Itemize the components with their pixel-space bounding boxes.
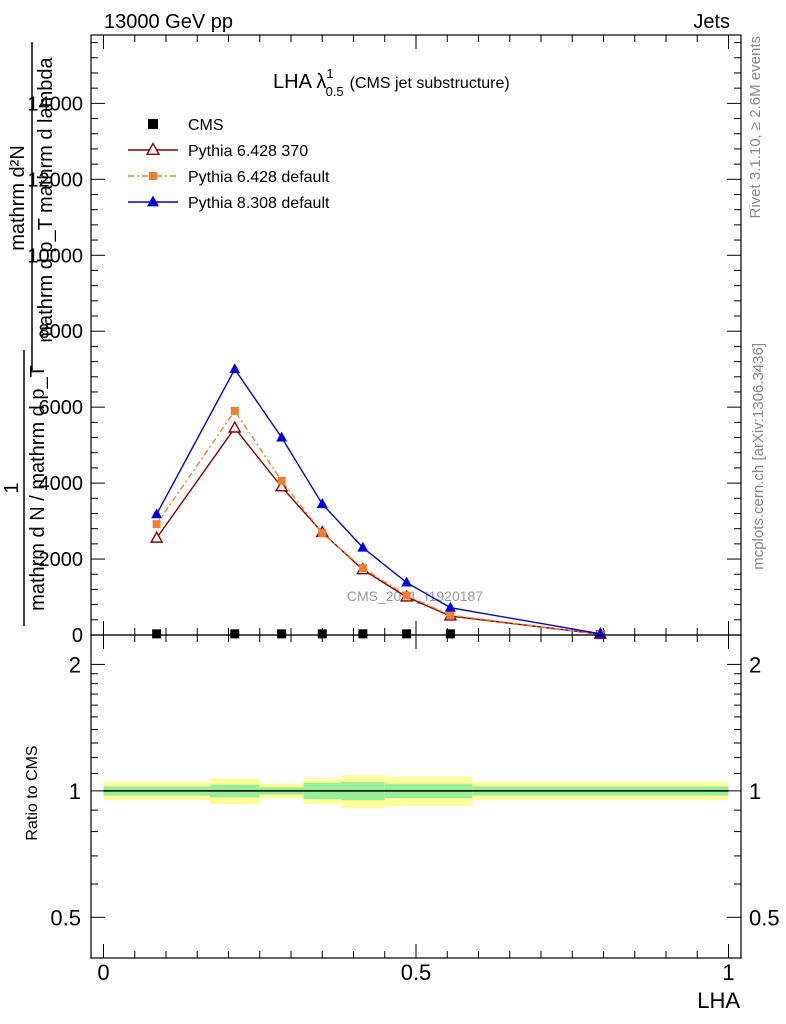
point-pythia-6-428-default (402, 591, 411, 600)
ratio-y-axis: 0.5 0.5 1 1 2 2 (50, 652, 779, 930)
legend-marker-pythia-8-308-default (147, 195, 159, 207)
point-pythia-6-428-default (446, 611, 455, 620)
ratio-plot-panel: 0.5 0.51 12 2 0 0.5 1 Ratio to CMS LHA (24, 634, 780, 1013)
legend-marker-pythia-6-428-370 (145, 142, 161, 156)
point-cms (358, 629, 368, 639)
point-pythia-8-308-default (229, 363, 241, 374)
point-pythia-8-308-default (444, 601, 456, 612)
series-line-pythia-8-308-default (156, 367, 601, 635)
y-tick-label: 6000 (39, 397, 84, 419)
legend: CMS Pythia 6.428 370 Pythia 6.428 default P… (128, 117, 330, 212)
jets-label: Jets (693, 11, 730, 33)
legend-label-pythia-8-308-default: Pythia 8.308 default (188, 195, 330, 212)
ratio-y-tick-label: 2 (69, 652, 81, 677)
y-label-denominator: mathrm d p_T mathrm d lambda (35, 56, 57, 342)
point-pythia-8-308-default (357, 541, 369, 552)
main-y-axis: 0 2000 4000 6000 8000 10000 12000 14000 (27, 42, 741, 647)
y-tick-label: 10000 (27, 245, 83, 267)
y-tick-label: 0 (72, 625, 83, 647)
y-label-numerator: mathrm d²N (7, 145, 29, 251)
point-cms (152, 629, 162, 639)
ratio-y-label: Ratio to CMS (24, 745, 41, 840)
plot-title: LHA λ1 0.5 (CMS jet substructure) (273, 66, 510, 99)
y-tick-label: 14000 (27, 93, 83, 115)
main-y-axis-label: mathrm d²N mathrm d p_T mathrm d lambda … (1, 42, 57, 626)
point-cms (230, 629, 240, 639)
mcplots-label: mcplots.cern.ch [arXiv:1306.3436] (750, 343, 767, 570)
y-tick-label: 12000 (27, 169, 83, 191)
plot-title-sup: 1 (326, 66, 333, 81)
point-pythia-6-428-370 (228, 420, 242, 433)
y-tick-label: 8000 (39, 321, 84, 343)
main-series-group (149, 363, 608, 640)
legend-marker-pythia-6-428-default (149, 172, 157, 180)
point-pythia-8-308-default (316, 498, 328, 508)
ratio-y-tick-label-right: 0.5 (749, 905, 780, 930)
point-cms (277, 629, 287, 639)
point-pythia-6-428-370 (149, 530, 164, 543)
series-line-pythia-6-428-370 (156, 426, 601, 635)
ratio-y-tick-label-right: 1 (749, 779, 761, 804)
y-tick-label: 2000 (39, 549, 84, 571)
point-pythia-6-428-default (152, 520, 161, 529)
point-pythia-6-428-370 (274, 479, 289, 492)
point-pythia-8-308-default (276, 431, 288, 442)
x-tick-label: 0.5 (401, 960, 432, 985)
x-axis-label: LHA (697, 988, 740, 1013)
rivet-version-label: Rivet 3.1.10, ≥ 2.6M events (747, 36, 764, 219)
plot-title-main: LHA λ (273, 71, 326, 93)
energy-label: 13000 GeV pp (104, 11, 233, 33)
point-pythia-8-308-default (401, 576, 413, 587)
ratio-y-tick-label: 0.5 (50, 905, 81, 930)
point-cms (402, 629, 412, 639)
ratio-y-tick-label-right: 2 (749, 652, 761, 677)
point-pythia-6-428-default (358, 564, 367, 573)
point-pythia-6-428-default (277, 476, 286, 485)
point-cms (317, 629, 327, 639)
y-tick-label: 4000 (39, 473, 84, 495)
point-pythia-8-308-default (151, 508, 163, 519)
analysis-watermark: CMS_2021_I1920187 (347, 588, 483, 604)
point-pythia-6-428-default (230, 406, 239, 415)
legend-marker-cms (148, 119, 158, 129)
x-tick-label: 0 (97, 960, 109, 985)
legend-label-pythia-6-428-default: Pythia 6.428 default (188, 169, 330, 186)
point-cms (445, 629, 455, 639)
plot-title-note: (CMS jet substructure) (350, 75, 510, 92)
y-label-prefactor-numerator: 1 (1, 482, 23, 493)
plot-title-sub: 0.5 (326, 84, 344, 99)
main-plot-panel: 0 2000 4000 6000 8000 10000 12000 14000 CMS_202… (27, 34, 742, 647)
legend-label-cms: CMS (188, 117, 224, 134)
legend-label-pythia-6-428-370: Pythia 6.428 370 (188, 143, 308, 160)
y-label-prefactor-denominator: mathrm d N / mathrm d p_T (27, 365, 49, 611)
ratio-y-tick-label: 1 (69, 779, 81, 804)
point-pythia-6-428-default (318, 529, 327, 538)
ratio-x-axis: 0 0.5 1 (97, 635, 735, 985)
x-tick-label: 1 (722, 960, 734, 985)
